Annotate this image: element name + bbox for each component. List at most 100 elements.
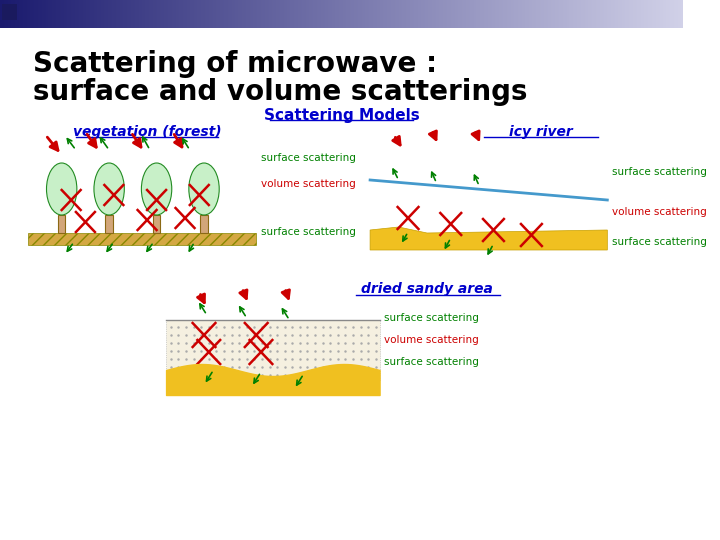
Bar	[546, 0, 547, 28]
Bar	[426, 0, 427, 28]
Bar	[120, 0, 122, 28]
Bar	[375, 0, 376, 28]
Bar	[559, 0, 560, 28]
Bar	[502, 0, 503, 28]
Bar	[448, 0, 449, 28]
Bar	[523, 0, 524, 28]
Bar	[459, 0, 460, 28]
Bar	[381, 0, 382, 28]
Bar	[260, 0, 261, 28]
Bar	[466, 0, 467, 28]
Bar	[101, 0, 102, 28]
Bar	[329, 0, 330, 28]
Bar	[490, 0, 492, 28]
Bar	[163, 0, 164, 28]
Bar	[224, 0, 225, 28]
Bar	[201, 0, 202, 28]
Bar	[442, 0, 444, 28]
Bar	[17, 0, 18, 28]
Bar	[513, 0, 514, 28]
Bar	[4, 0, 5, 28]
Bar	[211, 0, 212, 28]
Bar	[284, 0, 286, 28]
Polygon shape	[153, 215, 161, 233]
Bar	[331, 0, 332, 28]
Bar	[539, 0, 540, 28]
Bar	[193, 0, 194, 28]
Bar	[171, 0, 172, 28]
Bar	[624, 0, 626, 28]
Bar	[326, 0, 328, 28]
Bar	[8, 0, 9, 28]
Bar	[164, 0, 165, 28]
Bar	[200, 0, 201, 28]
Bar	[484, 0, 485, 28]
Bar	[477, 0, 478, 28]
Bar	[220, 0, 221, 28]
Bar	[181, 0, 182, 28]
Bar	[177, 0, 179, 28]
Bar	[41, 0, 42, 28]
Bar	[371, 0, 372, 28]
Bar	[341, 0, 343, 28]
Polygon shape	[29, 233, 256, 245]
Bar	[68, 0, 69, 28]
Bar	[300, 0, 301, 28]
Bar	[59, 0, 60, 28]
Bar	[579, 0, 580, 28]
Ellipse shape	[141, 163, 172, 215]
Bar	[217, 0, 218, 28]
Bar	[15, 0, 16, 28]
Bar	[383, 0, 384, 28]
Bar	[39, 0, 40, 28]
Bar	[198, 0, 199, 28]
Bar	[406, 0, 407, 28]
Bar	[127, 0, 128, 28]
Bar	[192, 0, 193, 28]
Bar	[415, 0, 417, 28]
Bar	[328, 0, 329, 28]
Bar	[642, 0, 644, 28]
Bar	[423, 0, 424, 28]
Bar	[102, 0, 104, 28]
Bar	[501, 0, 502, 28]
Bar	[333, 0, 334, 28]
Bar	[93, 0, 94, 28]
Text: dried sandy area: dried sandy area	[361, 282, 493, 296]
Bar	[99, 0, 101, 28]
Bar	[283, 0, 284, 28]
Bar	[56, 0, 57, 28]
Bar	[116, 0, 117, 28]
Bar	[589, 0, 590, 28]
Text: surface scattering: surface scattering	[384, 313, 480, 323]
Bar	[261, 0, 262, 28]
Bar	[420, 0, 421, 28]
Ellipse shape	[47, 163, 77, 215]
Bar	[162, 0, 163, 28]
Bar	[253, 0, 254, 28]
Bar	[542, 0, 543, 28]
Text: surface scattering: surface scattering	[261, 153, 356, 163]
Bar	[149, 0, 150, 28]
Bar	[570, 0, 571, 28]
Bar	[599, 0, 600, 28]
Polygon shape	[200, 215, 208, 233]
Bar	[649, 0, 650, 28]
Text: volume scattering: volume scattering	[612, 207, 707, 217]
Bar	[223, 0, 224, 28]
Bar	[71, 0, 72, 28]
Bar	[680, 0, 681, 28]
Bar	[386, 0, 387, 28]
Bar	[576, 0, 577, 28]
Bar	[95, 0, 96, 28]
Bar	[382, 0, 383, 28]
Bar	[268, 0, 269, 28]
Bar	[353, 0, 354, 28]
Bar	[412, 0, 413, 28]
Text: surface scattering: surface scattering	[261, 227, 356, 237]
Bar	[666, 0, 667, 28]
Bar	[257, 0, 258, 28]
Bar	[536, 0, 537, 28]
Bar	[298, 0, 299, 28]
Bar	[500, 0, 501, 28]
